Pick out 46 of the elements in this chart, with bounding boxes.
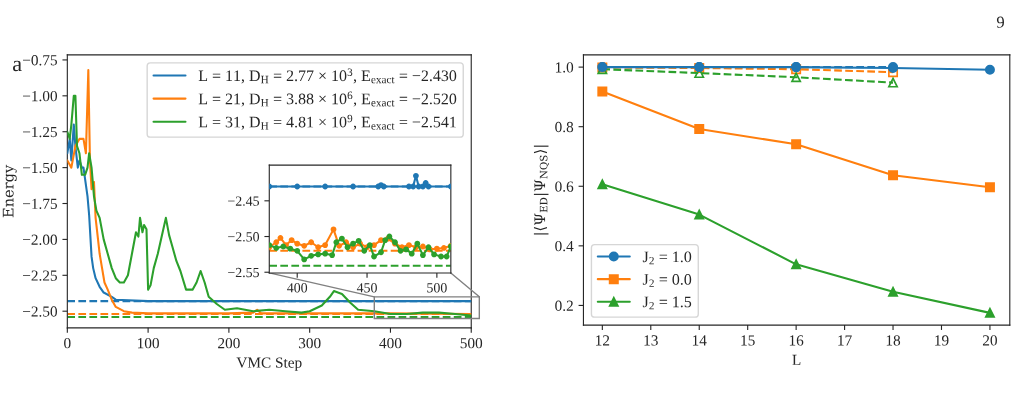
- x-tick-label: 17: [838, 335, 852, 346]
- x-tick-label: 500: [460, 338, 483, 349]
- y-tick-label: 0.8: [555, 121, 574, 133]
- legend-label: J$_{2}$ = 1.0: [642, 251, 692, 265]
- y-tick-label: 0.2: [555, 300, 573, 311]
- x-tick-label: 400: [379, 338, 402, 349]
- legend-label: L = 11, D$_{H}$ = 2.77 × 10$^{3}$, E$_{exact}$ = −2.430: [198, 68, 457, 84]
- x-tick-label: 0: [64, 338, 71, 349]
- x-tick-label: 450: [356, 283, 377, 293]
- x-tick-label: 16: [789, 335, 804, 346]
- text: 9: [996, 16, 1005, 28]
- x-tick-label: 100: [137, 338, 159, 349]
- y-tick-label: −1.75: [23, 198, 57, 210]
- y-tick-label: −1.50: [23, 162, 58, 174]
- y-tick-label: −2.50: [23, 306, 58, 317]
- x-tick-label: 15: [741, 335, 755, 346]
- y-axis-title: |⟨Ψ$_{ED}$|Ψ$_{NQS}$⟩|: [533, 145, 549, 235]
- text: a: [13, 60, 22, 72]
- y-tick-label: −2.55: [228, 267, 260, 278]
- y-tick-label: −2.50: [228, 232, 260, 242]
- x-tick-label: 12: [596, 335, 610, 346]
- y-tick-label: −2.45: [228, 196, 260, 206]
- x-tick-label: 500: [427, 283, 447, 293]
- x-tick-label: 20: [982, 335, 997, 346]
- legend-label: L = 21, D$_{H}$ = 3.88 × 10$^{6}$, E$_{exact}$ = −2.520: [198, 91, 457, 107]
- y-tick-label: 0.4: [555, 240, 574, 252]
- x-tick-label: 18: [886, 335, 901, 346]
- x-axis-title: L: [792, 354, 801, 365]
- x-tick-label: 200: [218, 338, 240, 349]
- x-tick-label: 14: [692, 335, 707, 346]
- y-tick-label: −0.75: [23, 55, 57, 66]
- x-axis-title: VMC Step: [236, 357, 302, 371]
- y-tick-label: −1.25: [23, 126, 57, 138]
- x-tick-label: 400: [287, 283, 308, 293]
- x-tick-label: 13: [644, 335, 658, 346]
- legend-label: J$_{2}$ = 1.5: [642, 296, 692, 310]
- legend-label: L = 31, D$_{H}$ = 4.81 × 10$^{9}$, E$_{exact}$ = −2.541: [198, 114, 456, 130]
- x-tick-label: 300: [298, 338, 321, 349]
- y-tick-label: 0.6: [555, 181, 574, 192]
- y-tick-label: −1.00: [23, 90, 58, 102]
- y-tick-label: −2.00: [23, 234, 58, 245]
- y-axis-title: Energy: [2, 164, 17, 218]
- x-tick-label: 19: [935, 335, 949, 346]
- y-tick-label: −2.25: [23, 270, 57, 281]
- legend-label: J$_{2}$ = 0.0: [642, 274, 692, 287]
- y-tick-label: 1.0: [555, 62, 574, 73]
